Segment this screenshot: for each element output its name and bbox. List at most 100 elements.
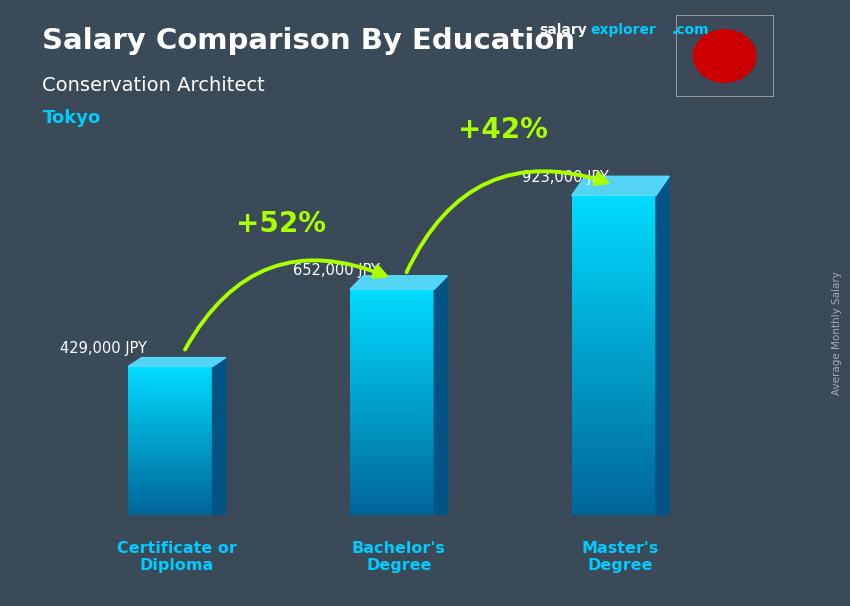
Bar xyxy=(350,498,434,501)
Bar xyxy=(128,437,212,439)
Bar xyxy=(572,207,656,211)
Bar xyxy=(572,339,656,344)
Bar xyxy=(128,442,212,445)
Bar xyxy=(128,493,212,494)
Bar xyxy=(572,355,656,359)
Bar xyxy=(128,456,212,458)
Bar xyxy=(128,465,212,467)
Bar xyxy=(350,425,434,428)
Bar xyxy=(572,259,656,264)
Bar xyxy=(350,295,434,298)
Bar xyxy=(350,318,434,321)
Bar xyxy=(350,464,434,467)
Bar xyxy=(128,508,212,510)
Bar xyxy=(350,510,434,512)
Bar xyxy=(128,396,212,398)
Bar xyxy=(572,271,656,275)
Bar xyxy=(128,393,212,395)
Bar xyxy=(128,480,212,482)
Bar xyxy=(350,507,434,510)
Bar xyxy=(572,255,656,259)
Bar xyxy=(572,399,656,403)
Bar xyxy=(572,443,656,447)
Bar xyxy=(572,387,656,391)
Bar xyxy=(128,379,212,381)
Bar xyxy=(128,426,212,428)
Bar xyxy=(350,298,434,301)
Bar xyxy=(350,348,434,351)
Bar xyxy=(350,329,434,331)
Bar xyxy=(128,511,212,513)
Bar xyxy=(350,428,434,430)
Bar xyxy=(128,485,212,487)
Bar xyxy=(350,335,434,338)
Bar xyxy=(350,312,434,315)
Bar xyxy=(572,319,656,324)
Bar xyxy=(572,479,656,483)
Bar xyxy=(128,422,212,424)
Bar xyxy=(128,500,212,502)
Bar xyxy=(128,415,212,417)
Bar xyxy=(572,219,656,224)
Text: Bachelor's
Degree: Bachelor's Degree xyxy=(352,541,445,573)
Bar xyxy=(572,291,656,295)
Bar xyxy=(572,471,656,475)
Polygon shape xyxy=(434,276,448,515)
Bar xyxy=(572,344,656,347)
Bar xyxy=(350,495,434,498)
Circle shape xyxy=(694,30,756,82)
Bar xyxy=(128,474,212,476)
Bar xyxy=(572,275,656,279)
Bar xyxy=(572,463,656,467)
Bar xyxy=(572,375,656,379)
Bar xyxy=(128,419,212,421)
Bar xyxy=(350,363,434,365)
Bar xyxy=(350,456,434,459)
Bar xyxy=(350,371,434,374)
Bar xyxy=(350,402,434,405)
Bar xyxy=(572,439,656,443)
Bar xyxy=(572,379,656,383)
Bar xyxy=(350,357,434,360)
Text: +42%: +42% xyxy=(458,116,548,144)
Bar xyxy=(572,415,656,419)
Bar xyxy=(350,470,434,473)
Bar xyxy=(128,458,212,459)
Bar xyxy=(572,475,656,479)
Bar xyxy=(350,430,434,433)
Bar xyxy=(572,431,656,435)
Bar xyxy=(128,454,212,456)
Bar xyxy=(350,442,434,445)
Bar xyxy=(572,419,656,423)
Bar xyxy=(128,513,212,515)
Bar xyxy=(128,441,212,442)
Bar xyxy=(128,385,212,387)
Text: Master's
Degree: Master's Degree xyxy=(582,541,659,573)
Bar xyxy=(350,301,434,304)
Bar xyxy=(128,372,212,374)
Bar xyxy=(128,400,212,402)
Bar xyxy=(572,487,656,491)
Bar xyxy=(128,494,212,496)
Bar xyxy=(350,481,434,484)
Bar xyxy=(350,355,434,357)
Bar xyxy=(128,378,212,379)
Bar xyxy=(350,321,434,323)
Text: 429,000 JPY: 429,000 JPY xyxy=(60,341,147,356)
Bar xyxy=(572,351,656,355)
Polygon shape xyxy=(128,358,226,367)
Bar xyxy=(572,267,656,271)
Bar xyxy=(350,490,434,493)
Bar xyxy=(350,445,434,447)
Bar xyxy=(128,506,212,508)
Bar xyxy=(572,467,656,471)
Bar xyxy=(572,199,656,204)
Bar xyxy=(572,359,656,363)
Bar xyxy=(128,510,212,511)
Bar xyxy=(128,439,212,441)
Bar xyxy=(350,377,434,379)
Bar xyxy=(128,368,212,370)
Bar xyxy=(128,381,212,383)
Bar xyxy=(350,462,434,464)
Bar xyxy=(350,504,434,507)
